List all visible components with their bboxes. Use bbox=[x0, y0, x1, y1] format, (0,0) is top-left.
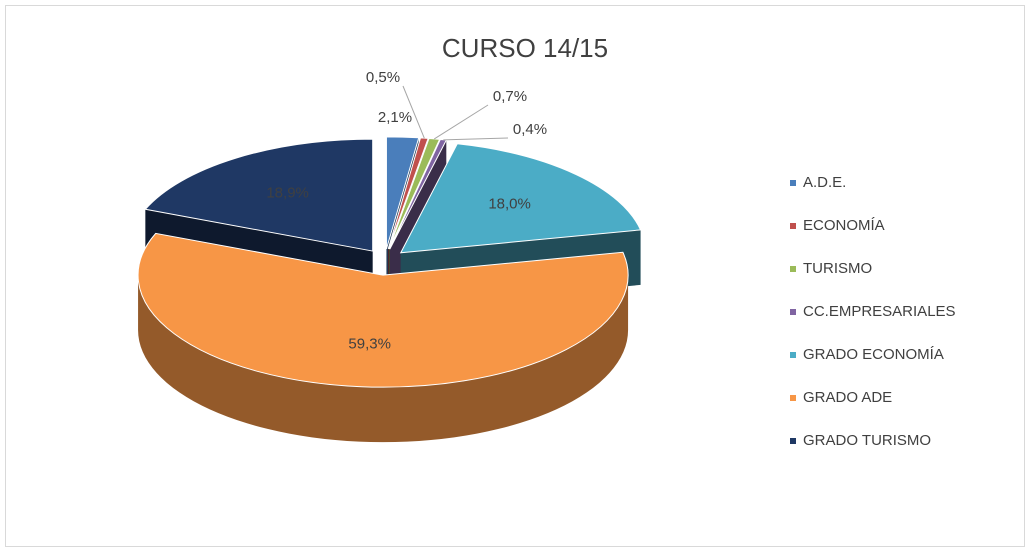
data-label: 59,3% bbox=[348, 335, 391, 352]
legend-label: TURISMO bbox=[803, 260, 872, 277]
legend-label: GRADO TURISMO bbox=[803, 432, 931, 449]
slice bbox=[399, 143, 642, 254]
leader-line bbox=[443, 137, 509, 141]
legend-label: ECONOMÍA bbox=[803, 217, 885, 234]
legend-marker bbox=[790, 352, 796, 358]
legend-label: GRADO ECONOMÍA bbox=[803, 346, 944, 363]
data-label: 2,1% bbox=[378, 109, 412, 126]
legend-marker bbox=[790, 266, 796, 272]
leader-line bbox=[433, 104, 489, 140]
legend-label: CC.EMPRESARIALES bbox=[803, 303, 956, 320]
slice bbox=[144, 138, 374, 252]
data-label: 0,7% bbox=[493, 88, 527, 105]
slice bbox=[385, 136, 420, 249]
slice-wall bbox=[138, 275, 629, 443]
slice bbox=[137, 232, 629, 388]
legend-marker bbox=[790, 438, 796, 444]
legend-label: GRADO ADE bbox=[803, 389, 892, 406]
data-label: 18,0% bbox=[488, 195, 531, 212]
legend-marker bbox=[790, 180, 796, 186]
data-label: 18,9% bbox=[266, 185, 309, 202]
legend-marker bbox=[790, 395, 796, 401]
legend-label: A.D.E. bbox=[803, 174, 846, 191]
leader-line bbox=[402, 85, 425, 139]
legend-marker bbox=[790, 309, 796, 315]
data-label: 0,5% bbox=[366, 69, 400, 86]
legend-marker bbox=[790, 223, 796, 229]
chart-title: CURSO 14/15 bbox=[442, 33, 608, 63]
data-label: 0,4% bbox=[513, 121, 547, 138]
